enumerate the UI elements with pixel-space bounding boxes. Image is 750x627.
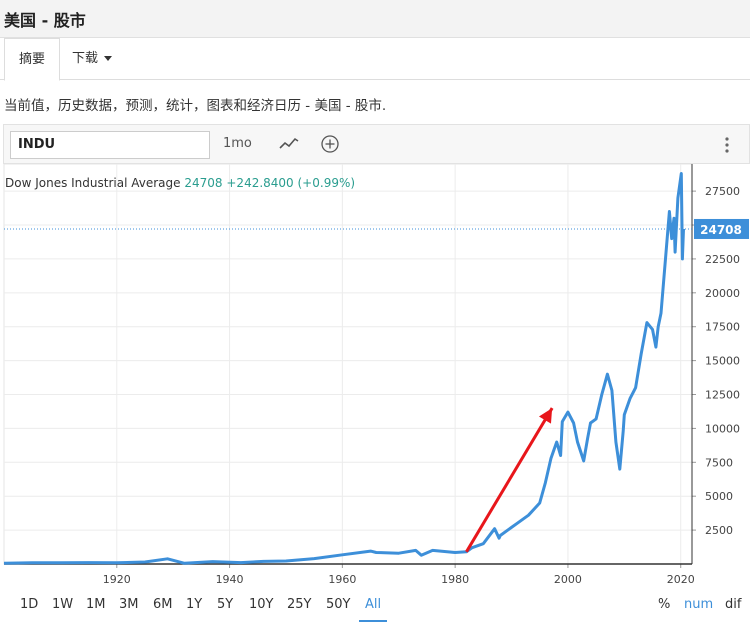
caret-down-icon bbox=[104, 56, 113, 61]
range-5y[interactable]: 5Y bbox=[217, 597, 234, 612]
line-chart-icon[interactable] bbox=[278, 134, 300, 154]
x-tick-label: 1940 bbox=[216, 573, 244, 586]
range-1y[interactable]: 1Y bbox=[186, 597, 203, 612]
y-tick-label: 20000 bbox=[705, 287, 740, 300]
range-10y[interactable]: 10Y bbox=[249, 597, 274, 612]
x-tick-label: 2000 bbox=[554, 573, 582, 586]
tab-bar: 摘要 下载 bbox=[0, 38, 750, 81]
y-tick-label: 7500 bbox=[705, 456, 733, 469]
chart-legend: Dow Jones Industrial Average 24708 +242.… bbox=[5, 176, 355, 190]
legend-change: +242.8400 (+0.99%) bbox=[226, 176, 356, 190]
range-1w[interactable]: 1W bbox=[52, 597, 74, 612]
legend-series-name: Dow Jones Industrial Average bbox=[5, 176, 181, 190]
range-selector: 1D 1W 1M 3M 6M 1Y 5Y 10Y 25Y 50Y All% num dif bbox=[0, 592, 750, 627]
x-tick-label: 1920 bbox=[103, 573, 131, 586]
mode-num[interactable]: num bbox=[684, 597, 714, 612]
more-options-icon[interactable] bbox=[720, 136, 734, 156]
chart-svg: 2500 5000 7500 10000 12500 15000 17500 20000 225… bbox=[3, 164, 749, 586]
tab-summary[interactable]: 摘要 bbox=[4, 38, 61, 81]
range-6m[interactable]: 6M bbox=[153, 597, 173, 612]
last-value-label-bg bbox=[694, 218, 749, 239]
y-tick-label: 2500 bbox=[705, 524, 733, 537]
x-tick-label: 1960 bbox=[328, 573, 356, 586]
y-tick-label: 27500 bbox=[705, 185, 740, 198]
range-50y[interactable]: 50Y bbox=[326, 597, 351, 612]
tab-download[interactable]: 下载 bbox=[58, 38, 126, 80]
chart-toolbar: INDU 1mo bbox=[3, 124, 750, 164]
y-tick-label: 22500 bbox=[705, 253, 740, 266]
page-title: 美国 - 股市 bbox=[4, 11, 86, 30]
tab-download-label: 下载 bbox=[72, 51, 99, 66]
range-all[interactable]: All bbox=[359, 592, 388, 622]
series-line bbox=[3, 172, 685, 565]
interval-selector[interactable]: 1mo bbox=[223, 136, 252, 151]
plot-frame bbox=[3, 164, 693, 565]
y-tick-label: 10000 bbox=[705, 422, 740, 435]
symbol-input[interactable]: INDU bbox=[10, 131, 210, 159]
range-3m[interactable]: 3M bbox=[119, 597, 139, 612]
page-description: 当前值，历史数据，预测，统计，图表和经济日历 - 美国 - 股市. bbox=[4, 98, 387, 114]
y-tick-label: 5000 bbox=[705, 490, 733, 503]
x-tick-label: 2020 bbox=[667, 573, 695, 586]
x-tick-label: 1980 bbox=[441, 573, 469, 586]
annotation-arrow-shaft bbox=[465, 407, 554, 553]
chart-area[interactable]: 2500 5000 7500 10000 12500 15000 17500 20000 225… bbox=[3, 164, 750, 590]
add-comparison-icon[interactable] bbox=[320, 134, 340, 154]
mode-dif[interactable]: dif bbox=[725, 597, 742, 612]
range-1m[interactable]: 1M bbox=[86, 597, 106, 612]
y-tick-label: 12500 bbox=[705, 389, 740, 402]
y-tick-label: 17500 bbox=[705, 321, 740, 334]
y-tick-label: 15000 bbox=[705, 355, 740, 368]
last-value-label: 24708 bbox=[700, 223, 742, 237]
legend-last-value: 24708 bbox=[184, 176, 223, 190]
title-bar: 美国 - 股市 bbox=[0, 0, 750, 38]
range-25y[interactable]: 25Y bbox=[287, 597, 312, 612]
mode-percent[interactable]: % bbox=[658, 597, 671, 612]
range-1d[interactable]: 1D bbox=[20, 597, 39, 612]
annotation-arrow-head bbox=[538, 408, 553, 424]
